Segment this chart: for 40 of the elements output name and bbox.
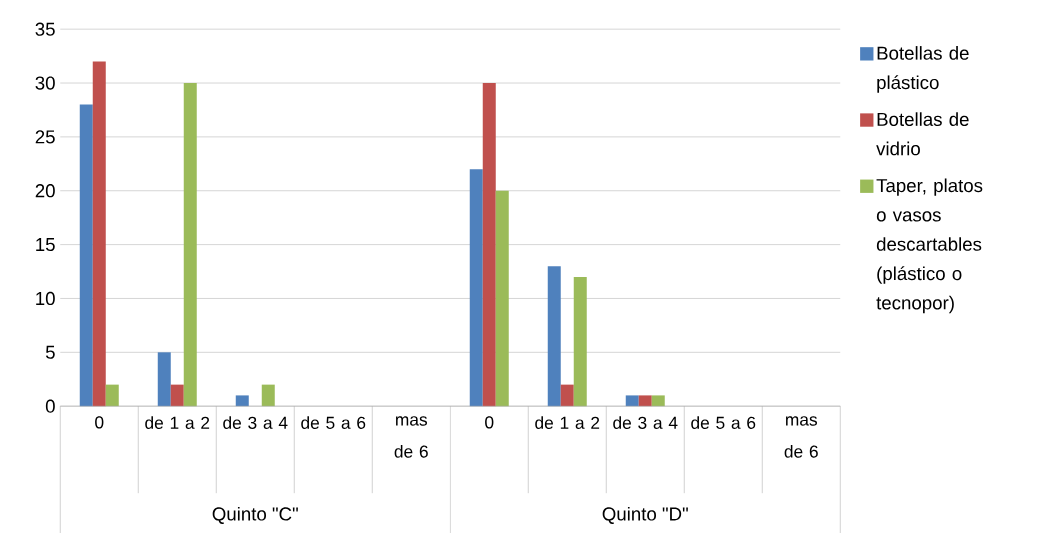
legend-label: Taper, platos o vasos descartables (plástico o tecnopor): [876, 178, 983, 314]
bar: [495, 190, 509, 407]
bar: [170, 384, 184, 407]
bar: [235, 395, 249, 407]
text: Quinto "C": [212, 506, 298, 524]
x-tick-label: de 1 a 2: [145, 416, 210, 429]
x-tick-label: 0: [95, 416, 104, 429]
bar: [547, 266, 561, 407]
x-tick-label: de 3 a 4: [223, 416, 288, 429]
y-tick-label: 20: [35, 184, 55, 198]
y-tick-label: 10: [36, 291, 55, 306]
y-tick-label: 25: [35, 130, 55, 144]
text: Quinto "D": [602, 506, 688, 524]
bar: [469, 169, 483, 407]
x-tick-label: mas de 6: [784, 416, 818, 458]
bar: [560, 384, 574, 407]
bar: [261, 384, 275, 407]
bar: [79, 104, 93, 407]
bar: [625, 395, 639, 407]
bar: [105, 384, 119, 407]
y-tick-label: 15: [36, 238, 55, 252]
y-tick-label: 5: [45, 345, 55, 359]
legend-label: Botellas de vidrio: [876, 112, 969, 156]
x-tick-label: de 5 a 6: [691, 416, 756, 429]
bar: [183, 83, 197, 407]
bar: [651, 395, 665, 407]
y-tick-label: 30: [35, 76, 55, 90]
legend-label: Botellas de plástico: [877, 46, 969, 93]
bar: [638, 395, 652, 407]
bar: [482, 83, 496, 407]
bar: [92, 61, 106, 407]
bar: [157, 352, 171, 407]
y-tick-label: 35: [35, 22, 55, 36]
x-tick-label: de 5 a 6: [301, 416, 366, 429]
x-tick-label: de 1 a 2: [535, 416, 600, 429]
x-tick-label: de 3 a 4: [613, 416, 678, 429]
bar: [573, 276, 587, 407]
y-tick-label: 0: [45, 399, 55, 413]
x-tick-label: mas de 6: [394, 416, 428, 458]
x-tick-label: 0: [485, 416, 494, 429]
